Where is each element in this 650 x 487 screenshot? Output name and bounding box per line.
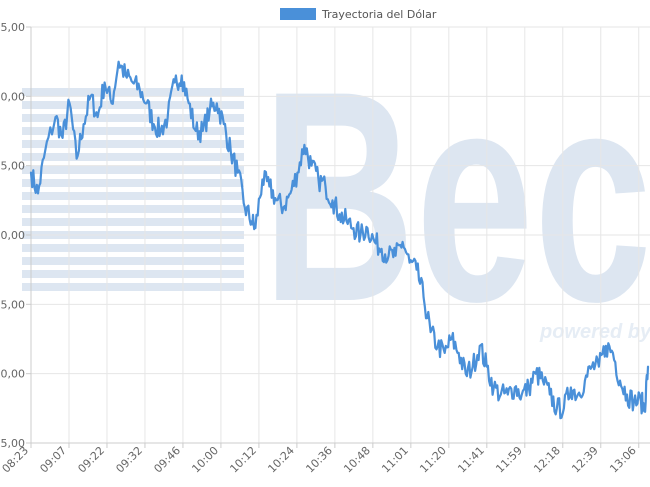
legend-swatch xyxy=(280,8,316,20)
y-tick-label: 770,00 xyxy=(0,368,25,381)
y-tick-label: 765,00 xyxy=(0,437,25,450)
watermark-stripe xyxy=(22,88,244,96)
watermark-stripe xyxy=(22,270,244,278)
watermark-stripe xyxy=(22,283,244,291)
legend[interactable]: Trayectoria del Dólar xyxy=(280,8,437,21)
x-tick-label: 10:24 xyxy=(265,444,297,476)
x-tick-label: 09:46 xyxy=(151,444,183,476)
watermark-stripe xyxy=(22,114,244,122)
watermark-stripe xyxy=(22,140,244,148)
x-tick-label: 10:12 xyxy=(227,444,259,476)
x-tick-label: 13:06 xyxy=(607,444,639,476)
x-tick-label: 09:22 xyxy=(75,444,107,476)
watermark-stripe xyxy=(22,153,244,161)
y-tick-label: 775,00 xyxy=(0,298,25,311)
watermark-stripe xyxy=(22,257,244,265)
watermark-stripe xyxy=(22,127,244,135)
x-tick-label: 12:18 xyxy=(531,444,563,476)
watermark-subtext: powered by xyxy=(539,321,650,343)
x-tick-label: 11:01 xyxy=(379,444,411,476)
watermark-text: Bec xyxy=(262,28,650,364)
y-tick-label: 790,00 xyxy=(0,90,25,103)
x-tick-label: 10:00 xyxy=(189,444,221,476)
x-tick-label: 11:59 xyxy=(493,444,525,476)
y-tick-label: 780,00 xyxy=(0,229,25,242)
series-line-trayectoria-del-dolar[interactable] xyxy=(29,60,650,420)
watermark-stripe xyxy=(22,179,244,187)
y-tick-label: 785,00 xyxy=(0,160,25,173)
watermark-stripe xyxy=(22,192,244,200)
watermark-stripe xyxy=(22,166,244,174)
watermark-stripe xyxy=(22,218,244,226)
watermark-stripe xyxy=(22,101,244,109)
x-tick-label: 09:32 xyxy=(113,444,145,476)
watermark-stripe xyxy=(22,244,244,252)
x-tick-label: 10:48 xyxy=(341,444,373,476)
series-layer xyxy=(29,60,650,420)
x-tick-label: 11:20 xyxy=(417,444,449,476)
watermark-stripe xyxy=(22,205,244,213)
x-tick-label: 12:39 xyxy=(569,444,601,476)
y-tick-label: 795,00 xyxy=(0,21,25,34)
x-tick-label: 10:36 xyxy=(303,444,335,476)
x-axis: 08:23 09:07 09:22 09:32 09:46 10:00 10:12 10:24… xyxy=(0,442,650,476)
x-tick-label: 09:07 xyxy=(37,444,69,476)
x-tick-label: 11:41 xyxy=(455,444,487,476)
y-axis: 765,00 770,00 775,00 780,00 785,00 790,00 795,… xyxy=(0,21,32,450)
legend-label: Trayectoria del Dólar xyxy=(321,8,437,21)
